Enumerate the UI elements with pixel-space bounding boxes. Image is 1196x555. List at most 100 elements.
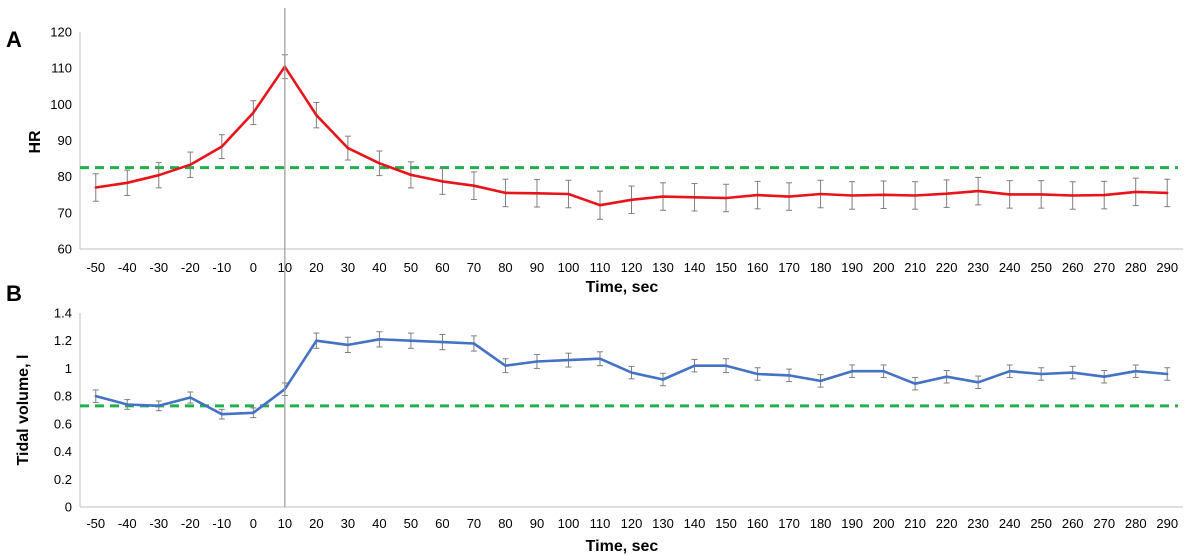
panel-a-y-tick-label: 60	[58, 242, 72, 257]
panel-a-data-point	[661, 195, 665, 198]
panel-a-data-point	[441, 180, 444, 183]
panel-a-x-tick-label: 290	[1156, 260, 1178, 275]
panel-a-data-point	[94, 186, 97, 189]
panel-b-x-axis-title: Time, sec	[586, 538, 659, 555]
panel-b-x-tick-label: 110	[590, 516, 611, 531]
panel-b-x-tick-label: 170	[778, 516, 800, 531]
panel-a-x-tick-label: 110	[590, 260, 611, 275]
panel-a-data-point	[378, 162, 381, 165]
panel-a-x-tick-label: 150	[715, 260, 737, 275]
panel-b-data-point	[661, 378, 665, 381]
panel-a-data-point	[1103, 193, 1106, 197]
panel-a-y-tick-label: 100	[50, 97, 72, 112]
panel-b-data-point	[724, 364, 728, 367]
panel-b-x-tick-label: -10	[212, 516, 231, 531]
panel-b-x-tick-label: -40	[118, 516, 137, 531]
panel-b-data-point	[850, 370, 854, 373]
panel-b-x-tick-label: 50	[404, 516, 418, 531]
panel-b-x-tick-labels: -50 -40 -30 -20 -10 0 10 20 30 40 50 60 70 80 90 100 110…	[86, 516, 1178, 531]
panel-b-data-point	[1166, 372, 1169, 376]
panel-b-x-tick-label: 190	[841, 516, 863, 531]
panel-a-x-axis-title: Time, sec	[586, 279, 659, 296]
panel-b-label: B	[6, 281, 22, 306]
panel-a-y-tick-label: 110	[51, 61, 72, 76]
panel-b-data-point	[976, 381, 980, 384]
panel-b-x-tick-label: 210	[904, 516, 926, 531]
panel-b-x-tick-label: 60	[435, 516, 449, 531]
panel-b-y-tick-label: 0.4	[54, 444, 72, 459]
panel-a-x-tick-label: 90	[530, 260, 544, 275]
panel-b-x-tick-label: 90	[530, 516, 544, 531]
panel-b-y-tick-label: 0	[65, 500, 72, 515]
panel-b-data-point	[441, 340, 444, 344]
panel-a-x-tick-label: 70	[467, 260, 481, 275]
panel-a-x-tick-label: 40	[372, 260, 386, 275]
panel-b-data-point	[913, 382, 917, 385]
panel-a-y-tick-label: 80	[58, 169, 72, 184]
panel-b-data-point	[1071, 371, 1074, 374]
panel-a-data-point	[1008, 193, 1011, 196]
panel-b-x-tick-label: -30	[149, 516, 168, 531]
panel-a-x-tick-label: 80	[498, 260, 512, 275]
panel-b-data-point	[1134, 370, 1137, 373]
panel-a-x-tick-label: -20	[181, 260, 200, 275]
panel-a-x-tick-label: 240	[999, 260, 1021, 275]
panel-a-data-point	[630, 198, 633, 202]
panel-a-data-point	[567, 192, 570, 196]
panel-b-data-point	[346, 343, 350, 347]
panel-a-x-tick-label: 130	[652, 260, 674, 275]
panel-b-x-tick-label: 10	[278, 516, 292, 531]
panel-b-y-tick-label: 1.2	[54, 333, 72, 348]
panel-a-x-tick-label: 0	[250, 260, 257, 275]
panel-b-x-tick-label: 180	[810, 516, 832, 531]
panel-b-data-point	[315, 339, 318, 342]
panel-a-data-point	[787, 195, 791, 198]
panel-b-data-point	[189, 396, 192, 399]
panel-a-data-point	[157, 174, 160, 177]
panel-a-x-tick-label: -50	[86, 260, 105, 275]
panel-b-x-tick-label: 230	[967, 516, 989, 531]
panel-a-series	[94, 65, 1169, 207]
panel-a-x-tick-label: 100	[558, 260, 580, 275]
panel-b-x-tick-label: 30	[341, 516, 355, 531]
panel-b-x-tick-label: 280	[1125, 516, 1147, 531]
panel-b-x-tick-label: 200	[873, 516, 895, 531]
panel-b-y-tick-label: 1.4	[54, 306, 72, 321]
panel-a-x-tick-label: 140	[684, 260, 706, 275]
panel-a-x-tick-label: 180	[810, 260, 832, 275]
panel-a-x-tick-label: 260	[1062, 260, 1084, 275]
panel-a-x-tick-label: -40	[118, 260, 137, 275]
panel-b-y-tick-label: 1	[65, 361, 72, 376]
panel-b-x-tick-label: 140	[684, 516, 706, 531]
panel-b-data-point	[756, 372, 759, 376]
panel-a-data-point	[220, 145, 224, 148]
panel-a-y-tick-label: 120	[50, 25, 72, 40]
panel-b-data-point	[472, 342, 476, 345]
panel-b-x-tick-label: 160	[747, 516, 769, 531]
panel-a-y-axis-title: HR	[27, 130, 44, 154]
panel-a-axes	[79, 32, 1183, 250]
panel-a-data-point	[1071, 194, 1074, 197]
panel-a-x-tick-label: 120	[621, 260, 643, 275]
panel-a-x-tick-label: 160	[747, 260, 769, 275]
panel-b-series	[94, 337, 1169, 416]
panel-a-data-point	[126, 181, 129, 185]
panel-a-data-point	[724, 196, 728, 200]
panel-b-x-tick-label: 120	[621, 516, 643, 531]
panel-b-data-point	[220, 412, 224, 416]
panel-a-y-tick-label: 90	[58, 133, 72, 148]
panel-a-x-tick-label: 230	[967, 260, 989, 275]
panel-b-data-point	[787, 374, 791, 377]
panel-a-data-point	[315, 113, 318, 117]
panel-a-x-tick-label: 220	[936, 260, 958, 275]
panel-a-data-point	[756, 193, 759, 197]
panel-b-data-point	[598, 357, 602, 360]
panel-b-x-tick-label: 250	[1030, 516, 1052, 531]
panel-b-x-tick-label: 130	[652, 516, 674, 531]
panel-b-data-point	[94, 394, 97, 398]
panel-b-data-point	[882, 370, 885, 373]
panel-b-x-tick-label: 0	[250, 516, 257, 531]
panel-a-x-tick-label: 270	[1093, 260, 1115, 275]
